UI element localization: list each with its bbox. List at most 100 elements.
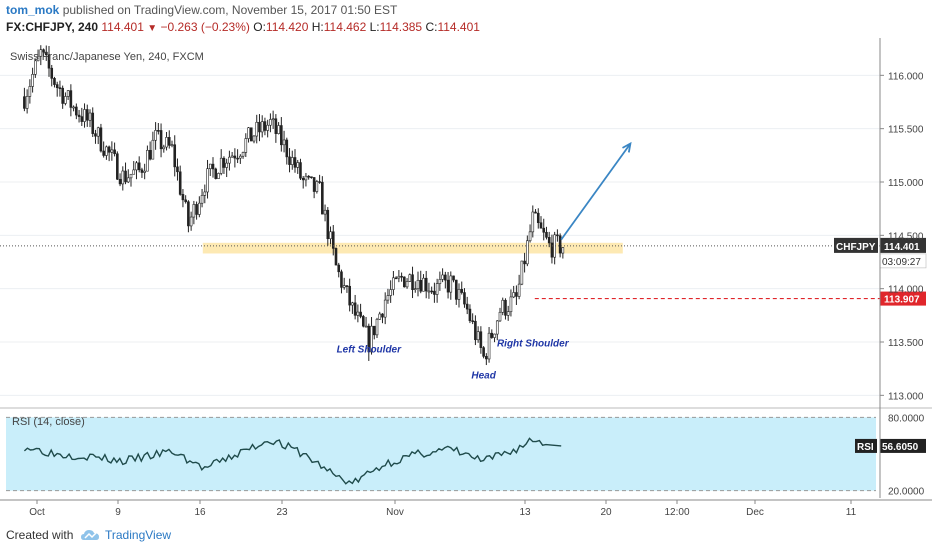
- candle-body: [482, 347, 485, 357]
- candle-body: [55, 84, 59, 88]
- candle-body: [356, 311, 360, 316]
- candle-body: [47, 54, 51, 69]
- candle-body: [457, 289, 461, 300]
- candle-body: [460, 289, 464, 293]
- time-tick-label: 23: [276, 507, 288, 518]
- low-value: 114.385: [379, 20, 423, 34]
- candle-body: [157, 130, 160, 132]
- candle-body: [211, 163, 215, 170]
- candle-body: [501, 299, 505, 313]
- candle-body: [187, 201, 190, 227]
- candle-body: [545, 231, 548, 238]
- chart-header: tom_mok published on TradingView.com, No…: [0, 0, 932, 38]
- candle-body: [135, 162, 138, 171]
- candle-body: [318, 181, 321, 183]
- candle-body: [296, 162, 300, 168]
- candle-body: [36, 55, 40, 62]
- candle-body: [539, 222, 543, 229]
- candle-body: [474, 320, 477, 341]
- candle-body: [230, 155, 234, 158]
- candle-body: [504, 299, 507, 316]
- candle-body: [438, 279, 442, 284]
- candle-body: [80, 116, 84, 122]
- candle-body: [337, 264, 341, 273]
- rsi-tick-label: 80.0000: [888, 413, 925, 424]
- candle-body: [247, 127, 250, 139]
- candle-body: [241, 152, 245, 157]
- candle-body: [528, 231, 532, 242]
- candle-body: [321, 181, 324, 215]
- candle-body: [299, 162, 302, 179]
- candle-body: [91, 112, 95, 134]
- candle-body: [550, 242, 554, 258]
- candle-body: [94, 133, 97, 137]
- candle-body: [107, 146, 111, 153]
- candle-body: [102, 150, 105, 156]
- projection-arrow-line[interactable]: [560, 143, 632, 241]
- candle-body: [531, 211, 535, 233]
- candle-body: [143, 170, 146, 173]
- rsi-line: [23, 437, 562, 485]
- candle-body: [219, 157, 223, 174]
- last-price-symbol-label: CHFJPY: [836, 242, 876, 253]
- candle-body: [173, 144, 177, 168]
- candle-body: [463, 292, 466, 305]
- candle-body: [69, 90, 73, 108]
- author-name[interactable]: tom_mok: [6, 3, 60, 17]
- price-tick-label: 114.000: [888, 285, 924, 296]
- chart-area[interactable]: CHFJPY 114.401 03:09:27 113.907 Left Should…: [0, 38, 932, 522]
- candle-body: [381, 313, 384, 318]
- candle-body: [435, 283, 439, 295]
- candle-body: [233, 155, 237, 159]
- main-chart-title: Swiss Franc/Japanese Yen, 240, FXCM: [10, 51, 204, 63]
- candle-body: [129, 173, 133, 179]
- candle-body: [85, 109, 89, 121]
- time-axis: Oct 9 16 23 Nov 13 20 12:00 Dec 11: [29, 500, 857, 518]
- candle-body: [397, 275, 401, 279]
- candle-body: [285, 139, 289, 158]
- countdown-label: 03:09:27: [882, 257, 921, 268]
- candle-body: [342, 285, 346, 288]
- candle-body: [468, 308, 472, 322]
- created-with-text: Created with: [6, 528, 74, 542]
- candle-body: [198, 202, 201, 215]
- tradingview-brand-link[interactable]: TradingView: [105, 528, 172, 542]
- candle-body: [301, 177, 305, 181]
- candle-body: [307, 175, 310, 178]
- candle-body: [449, 275, 453, 293]
- target-badge: [880, 291, 926, 306]
- tradingview-cloud-icon[interactable]: [80, 527, 102, 543]
- candle-body: [476, 331, 480, 341]
- candle-body: [517, 283, 521, 297]
- rsi-tick-label: 20.0000: [888, 487, 925, 498]
- candle-body: [403, 276, 406, 288]
- price-tick-label: 113.000: [888, 391, 924, 402]
- candle-body: [159, 130, 163, 150]
- candle-body: [148, 150, 152, 160]
- candle-body: [192, 204, 196, 218]
- candle-body: [176, 166, 179, 173]
- candle-body: [512, 292, 515, 298]
- candle-body: [228, 156, 231, 164]
- candle-body: [304, 175, 308, 181]
- candle-body: [39, 49, 43, 57]
- candle-body: [334, 248, 338, 266]
- candle-body: [441, 274, 444, 280]
- candle-body: [105, 146, 108, 156]
- time-tick-label: 12:00: [664, 507, 689, 518]
- candle-body: [61, 87, 64, 104]
- candle-body: [255, 121, 259, 137]
- candle-body: [520, 260, 524, 285]
- candle-body: [126, 177, 130, 183]
- candle-body: [269, 119, 272, 126]
- footer: Created with TradingView: [0, 522, 932, 550]
- pattern-annotation: Head: [471, 370, 496, 381]
- support-zone-rect[interactable]: [202, 242, 623, 254]
- candle-body: [288, 156, 291, 165]
- candle-body: [362, 316, 365, 327]
- candle-body: [88, 112, 92, 121]
- published-text: published on TradingView.com, November 1…: [62, 3, 398, 17]
- time-tick-label: 9: [115, 507, 121, 518]
- candle-body: [236, 157, 239, 160]
- candle-body: [208, 163, 212, 169]
